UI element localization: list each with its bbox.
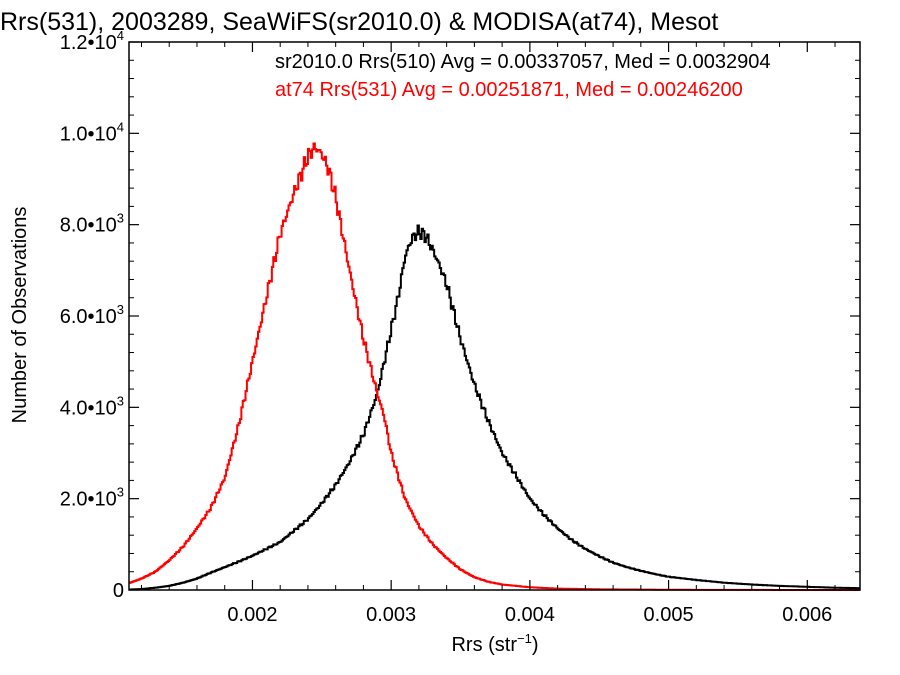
x-tick-label: 0.004 [505,604,555,626]
y-axis-label: Number of Observations [9,207,31,424]
y-tick-exponent: 4 [117,28,124,43]
x-axis-label-text: Rrs (str [451,634,517,656]
y-tick-label: 2.0•103 [60,485,124,511]
y-tick-exponent: 3 [117,485,124,500]
y-tick-mantissa: 6.0•10 [60,306,117,328]
y-tick-mantissa: 2.0•10 [60,489,117,511]
plot-frame [128,41,861,591]
x-tick-label: 0.002 [227,604,277,626]
x-tick-label: 0.005 [644,604,694,626]
y-tick-mantissa: 1.2•10 [60,32,117,54]
legend-entry-sr2010: sr2010.0 Rrs(510) Avg = 0.00337057, Med … [275,51,771,73]
y-tick-mantissa: 1.0•10 [60,123,117,145]
legend-entry-at74: at74 Rrs(531) Avg = 0.00251871, Med = 0.… [275,79,743,101]
y-tick-label: 0 [113,580,124,602]
y-tick-exponent: 4 [117,119,124,134]
y-tick-exponent: 3 [117,302,124,317]
ticks-layer: 0.002 0.003 0.004 0.005 0.00602.0•1034.0•103… [60,28,860,626]
y-tick-mantissa: 8.0•10 [60,215,117,237]
x-axis-label: Rrs (str−1) [451,631,538,656]
y-tick-exponent: 3 [117,393,124,408]
series-layer [129,142,860,591]
y-tick-label: 4.0•103 [60,393,124,419]
y-tick-mantissa: 4.0•10 [60,397,117,419]
histogram-series-1 [129,142,860,591]
y-tick-exponent: 3 [117,211,124,226]
x-axis-label-close: ) [532,634,539,656]
chart-title: Rrs(531), 2003289, SeaWiFS(sr2010.0) & M… [0,8,718,36]
y-tick-label: 8.0•103 [60,211,124,237]
y-tick-label: 1.2•104 [60,28,124,54]
x-tick-label: 0.003 [366,604,416,626]
y-tick-label: 1.0•104 [60,119,124,145]
y-tick-label: 6.0•103 [60,302,124,328]
x-axis-label-exponent: −1 [517,631,532,646]
y-tick-mantissa: 0 [113,580,124,602]
histogram-series-0 [129,224,860,591]
x-tick-label: 0.006 [782,604,832,626]
